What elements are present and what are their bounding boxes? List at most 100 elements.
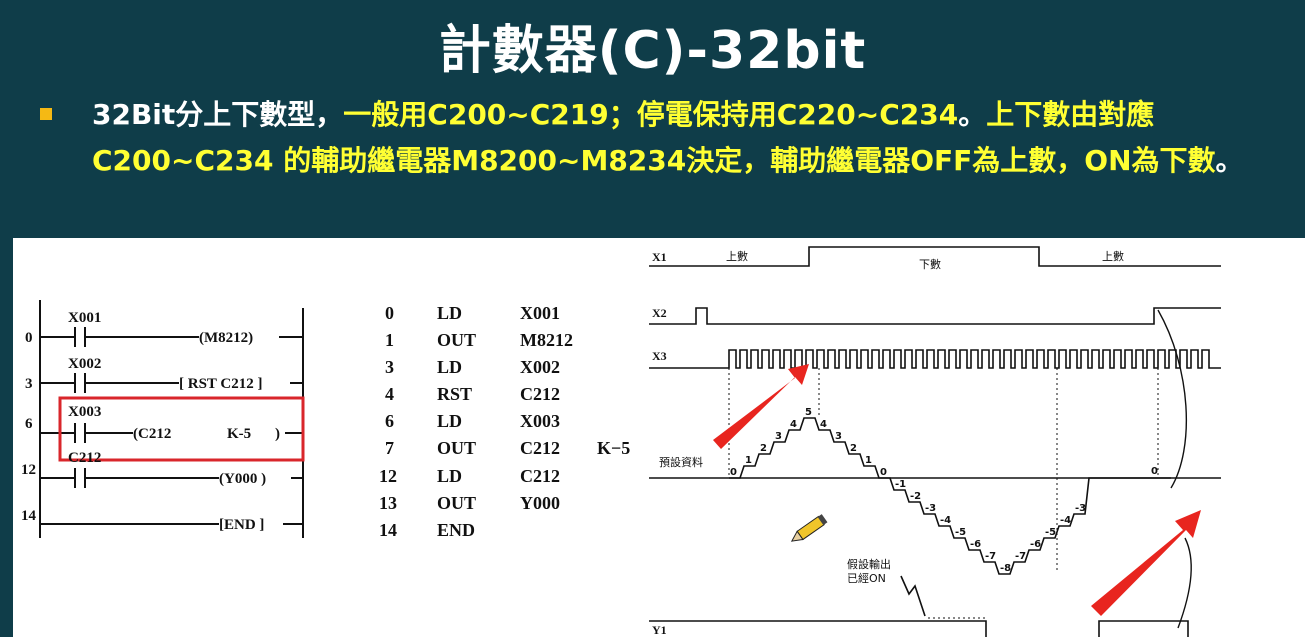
instr-op: OUT xyxy=(437,330,476,350)
count-value-label: 4 xyxy=(820,419,827,430)
instr-step: 14 xyxy=(379,520,397,540)
signal-label: Y1 xyxy=(652,623,667,637)
count-value-label: 1 xyxy=(745,455,752,466)
instr-arg: X002 xyxy=(520,357,560,377)
instruction-list: 0 LD X001 1 OUT M8212 3 LD X002 4 RST C2… xyxy=(379,303,630,540)
instr-step: 7 xyxy=(385,438,394,458)
instr-step: 1 xyxy=(385,330,394,350)
x2-waveform xyxy=(649,307,1221,325)
instr-step: 13 xyxy=(379,493,397,513)
ladder-contact: X003 xyxy=(68,404,101,420)
ladder-coil: (C212 xyxy=(133,426,171,442)
instr-op: OUT xyxy=(437,493,476,513)
count-value-label: -3 xyxy=(925,503,936,514)
count-value-label: 0 xyxy=(730,467,737,478)
pencil-icon xyxy=(790,514,828,542)
output-note-2: 已經ON xyxy=(847,571,886,585)
ladder-step: 3 xyxy=(25,376,33,392)
bullet-part-1: 32Bit分上下數型， xyxy=(92,98,344,131)
ladder-coil-preset: K-5 xyxy=(227,426,251,442)
signal-label: X1 xyxy=(652,250,667,264)
instr-arg: C212 xyxy=(520,384,560,404)
ladder-contact: C212 xyxy=(68,450,101,466)
arrows xyxy=(713,364,1201,616)
instr-step: 4 xyxy=(385,384,394,404)
instr-arg: X001 xyxy=(520,303,560,323)
timing-diagram: X1 X2 X3 Y1 上數 下數 上數 預設資料 假設輸出 已經ON xyxy=(649,246,1221,637)
figure-svg: 0 X001 (M8212) 3 X002 [ RST C212 ] 6 X00… xyxy=(21,246,1221,637)
x1-down-label: 下數 xyxy=(919,258,941,271)
count-value-label: 3 xyxy=(835,431,842,442)
count-value-label: 3 xyxy=(775,431,782,442)
output-note-1: 假設輸出 xyxy=(847,557,891,571)
signal-label: X2 xyxy=(652,306,667,320)
x1-up-label-2: 上數 xyxy=(1102,250,1124,263)
x3-waveform xyxy=(649,349,1221,369)
instr-arg: X003 xyxy=(520,411,560,431)
y1-waveform-2 xyxy=(1098,620,1189,637)
ladder-step: 6 xyxy=(25,416,33,432)
count-value-label: 4 xyxy=(790,419,797,430)
instr-extra: K−5 xyxy=(597,438,630,458)
count-value-label: -7 xyxy=(1015,551,1026,562)
count-value-label: -5 xyxy=(955,527,966,538)
count-value-label: 2 xyxy=(850,443,857,454)
preset-label: 預設資料 xyxy=(659,455,703,469)
reset-curve xyxy=(1157,309,1188,489)
bullet-part-4: 上下數由對應C200~C234 的輔助繼電器M8200~M8234決定，輔助繼電… xyxy=(92,98,1216,177)
instr-step: 6 xyxy=(385,411,394,431)
bullet-paragraph: 32Bit分上下數型，一般用C200~C219；停電保持用C220~C234。上… xyxy=(40,92,1280,184)
instr-op: LD xyxy=(437,466,462,486)
ladder-step: 0 xyxy=(25,330,33,346)
bullet-part-3: 。 xyxy=(958,98,987,131)
instr-arg: Y000 xyxy=(520,493,560,513)
red-arrow-icon xyxy=(1091,510,1201,616)
count-value-label: -4 xyxy=(1060,515,1071,526)
instr-op: OUT xyxy=(437,438,476,458)
count-value-label: -1 xyxy=(895,479,906,490)
final-zero-label: 0 xyxy=(1151,466,1158,477)
ladder-labels: 0 X001 (M8212) 3 X002 [ RST C212 ] 6 X00… xyxy=(21,310,280,533)
count-value-label: 1 xyxy=(865,455,872,466)
count-value-label: 5 xyxy=(805,407,812,418)
count-staircase xyxy=(729,417,1171,575)
ladder-coil: [ RST C212 ] xyxy=(179,376,262,392)
count-value-label: -6 xyxy=(970,539,981,550)
note-pointer xyxy=(900,575,926,617)
highlight-box xyxy=(58,396,305,462)
instr-arg: C212 xyxy=(520,466,560,486)
ladder-coil-close: ) xyxy=(275,426,280,442)
instr-op: LD xyxy=(437,411,462,431)
ladder-step: 12 xyxy=(21,462,36,478)
count-value-label: -2 xyxy=(910,491,921,502)
ladder-coil: [END ] xyxy=(219,517,264,533)
bullet-part-5: 。 xyxy=(1215,144,1244,177)
x1-up-label: 上數 xyxy=(726,250,748,263)
x1-waveform xyxy=(649,246,1221,267)
instr-op: END xyxy=(437,520,475,540)
instr-arg: C212 xyxy=(520,438,560,458)
bullet-part-2: 一般用C200~C219；停電保持用C220~C234 xyxy=(343,98,959,131)
ladder-contact: X002 xyxy=(68,356,101,372)
count-value-label: 2 xyxy=(760,443,767,454)
count-value-label: -7 xyxy=(985,551,996,562)
bullet-square-icon xyxy=(40,108,52,120)
count-value-label: -3 xyxy=(1075,503,1086,514)
instr-op: LD xyxy=(437,357,462,377)
page-title: 計數器(C)-32bit xyxy=(438,21,867,81)
output-curve xyxy=(1177,537,1192,629)
ladder-contact: X001 xyxy=(68,310,101,326)
instr-arg: M8212 xyxy=(520,330,573,350)
ladder-step: 14 xyxy=(21,508,37,524)
count-value-label: 0 xyxy=(880,467,887,478)
ladder-coil: (Y000 ) xyxy=(219,471,266,487)
count-value-label: -6 xyxy=(1030,539,1041,550)
figure-panel: 0 X001 (M8212) 3 X002 [ RST C212 ] 6 X00… xyxy=(13,238,1305,637)
instr-op: LD xyxy=(437,303,462,323)
signal-label: X3 xyxy=(652,349,667,363)
bullet-text: 32Bit分上下數型，一般用C200~C219；停電保持用C220~C234。上… xyxy=(92,92,1280,184)
count-value-label: -5 xyxy=(1045,527,1056,538)
ladder-diagram xyxy=(39,300,304,538)
y1-waveform xyxy=(649,620,987,637)
ladder-coil: (M8212) xyxy=(199,330,253,346)
